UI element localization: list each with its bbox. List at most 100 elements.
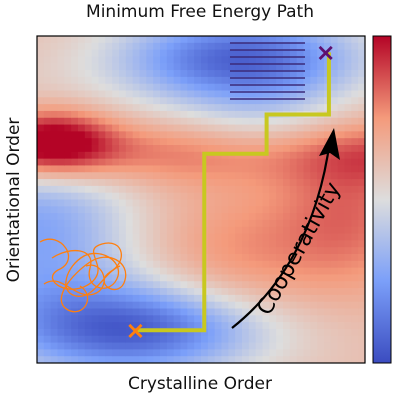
- heatmap-cell: [112, 110, 120, 119]
- heatmap-cell: [194, 97, 202, 105]
- heatmap-cell: [71, 356, 79, 363]
- heatmap-cell: [119, 56, 127, 64]
- heatmap-cell: [337, 42, 346, 51]
- heatmap-cell: [303, 288, 311, 296]
- heatmap-cell: [91, 260, 100, 269]
- heatmap-cell: [303, 117, 311, 126]
- heatmap-cell: [132, 117, 141, 126]
- heatmap-cell: [50, 63, 59, 71]
- heatmap-cell: [344, 322, 352, 330]
- heatmap-cell: [201, 145, 209, 153]
- heatmap-cell: [71, 315, 79, 323]
- heatmap-cell: [91, 192, 100, 201]
- heatmap-cell: [132, 233, 141, 241]
- heatmap-cell: [303, 254, 311, 262]
- heatmap-cell: [269, 247, 277, 255]
- heatmap-cell: [276, 172, 284, 180]
- heatmap-cell: [303, 240, 311, 248]
- heatmap-cell: [146, 185, 154, 194]
- heatmap-cell: [64, 145, 72, 153]
- heatmap-cell: [166, 281, 175, 289]
- heatmap-cell: [146, 267, 154, 276]
- heatmap-cell: [310, 179, 318, 187]
- heatmap-cell: [153, 158, 161, 167]
- heatmap-cell: [194, 356, 202, 363]
- heatmap-cell: [105, 294, 113, 303]
- heatmap-cell: [91, 356, 100, 363]
- heatmap-cell: [228, 172, 236, 180]
- heatmap-cell: [269, 49, 277, 58]
- heatmap-cell: [43, 240, 52, 248]
- heatmap-cell: [214, 233, 223, 241]
- heatmap-cell: [187, 254, 195, 262]
- heatmap-cell: [187, 281, 195, 289]
- heatmap-cell: [214, 301, 223, 310]
- heatmap-cell: [146, 199, 154, 207]
- heatmap-cell: [214, 63, 223, 71]
- heatmap-cell: [283, 342, 291, 350]
- heatmap-cell: [187, 349, 195, 357]
- heatmap-cell: [330, 199, 339, 207]
- heatmap-cell: [276, 301, 284, 310]
- heatmap-cell: [351, 145, 359, 153]
- heatmap-cell: [139, 308, 147, 316]
- heatmap-cell: [132, 158, 141, 167]
- heatmap-cell: [173, 138, 182, 146]
- heatmap-cell: [105, 226, 113, 235]
- heatmap-cell: [112, 145, 120, 153]
- heatmap-cell: [132, 288, 141, 296]
- heatmap-cell: [146, 328, 154, 337]
- heatmap-cell: [194, 70, 202, 78]
- heatmap-cell: [276, 185, 284, 194]
- heatmap-cell: [344, 63, 352, 71]
- heatmap-cell: [358, 70, 365, 78]
- heatmap-cell: [228, 288, 236, 296]
- heatmap-cell: [235, 145, 243, 153]
- heatmap-cell: [324, 349, 332, 357]
- heatmap-cell: [160, 240, 168, 248]
- heatmap-cell: [180, 36, 188, 44]
- heatmap-cell: [98, 110, 106, 119]
- heatmap-cell: [160, 322, 168, 330]
- heatmap-cell: [160, 158, 168, 167]
- heatmap-cell: [262, 260, 270, 269]
- heatmap-cell: [262, 90, 270, 98]
- heatmap-cell: [78, 356, 86, 363]
- heatmap-cell: [235, 110, 243, 119]
- heatmap-cell: [337, 104, 346, 112]
- heatmap-cell: [180, 83, 188, 92]
- heatmap-cell: [146, 301, 154, 310]
- heatmap-cell: [214, 294, 223, 303]
- heatmap-cell: [146, 124, 154, 132]
- heatmap-cell: [344, 42, 352, 51]
- heatmap-cell: [37, 226, 45, 235]
- heatmap-cell: [98, 315, 106, 323]
- heatmap-cell: [303, 83, 311, 92]
- heatmap-cell: [201, 349, 209, 357]
- heatmap-cell: [132, 294, 141, 303]
- heatmap-cell: [153, 145, 161, 153]
- heatmap-cell: [173, 56, 182, 64]
- heatmap-cell: [269, 70, 277, 78]
- heatmap-cell: [173, 131, 182, 139]
- heatmap-cell: [37, 281, 45, 289]
- heatmap-cell: [71, 165, 79, 173]
- heatmap-cell: [317, 151, 325, 160]
- heatmap-cell: [160, 192, 168, 201]
- heatmap-cell: [180, 124, 188, 132]
- heatmap-cell: [358, 158, 365, 167]
- heatmap-cell: [358, 199, 365, 207]
- heatmap-cell: [221, 56, 229, 64]
- heatmap-cell: [262, 294, 270, 303]
- heatmap-cell: [276, 36, 284, 44]
- heatmap-cell: [173, 104, 182, 112]
- heatmap-cell: [71, 185, 79, 194]
- heatmap-cell: [119, 49, 127, 58]
- heatmap-cell: [228, 124, 236, 132]
- heatmap-cell: [132, 328, 141, 337]
- heatmap-cell: [173, 356, 182, 363]
- heatmap-cell: [303, 206, 311, 214]
- heatmap-cell: [303, 124, 311, 132]
- heatmap-cell: [153, 240, 161, 248]
- heatmap-cell: [235, 90, 243, 98]
